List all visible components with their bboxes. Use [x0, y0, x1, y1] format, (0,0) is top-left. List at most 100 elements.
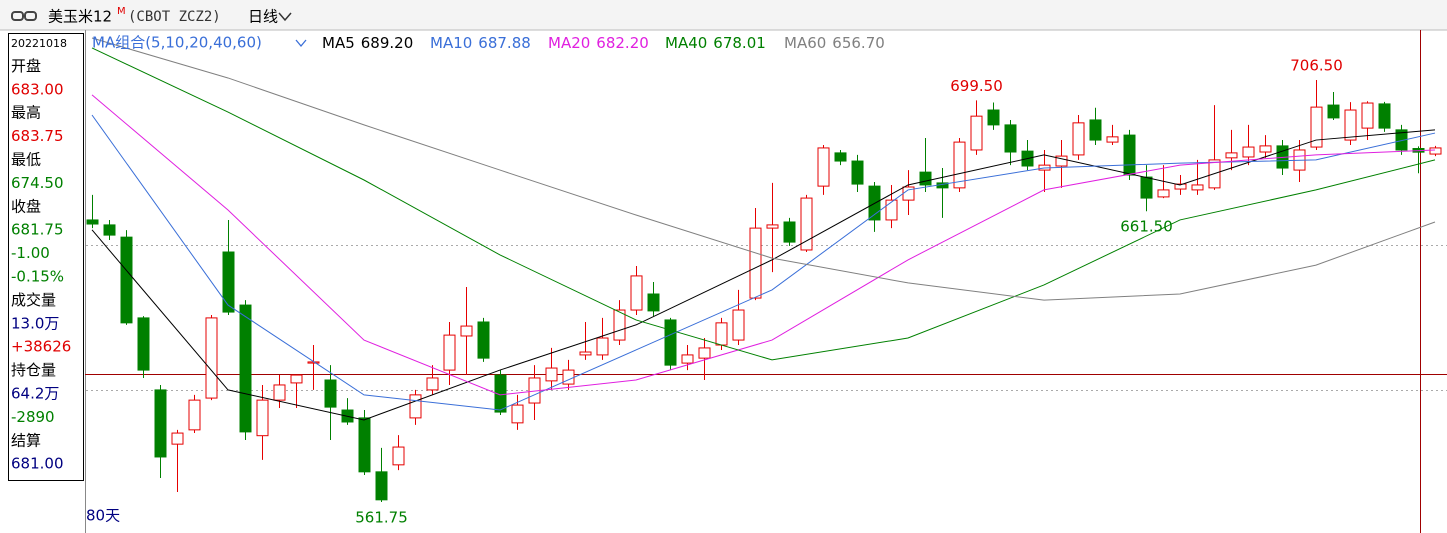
candle-body	[1327, 104, 1340, 119]
ma-line	[91, 94, 1436, 396]
info-item: 64.2万	[11, 385, 59, 403]
period-dropdown[interactable]	[278, 12, 292, 22]
candle-body	[426, 377, 439, 391]
candle-body	[205, 317, 218, 399]
info-item: 683.75	[11, 127, 64, 145]
candle-body	[1174, 183, 1187, 190]
candle-body	[86, 219, 99, 225]
title-superscript: M	[117, 6, 126, 17]
candle-body	[953, 141, 966, 189]
candle-body	[698, 347, 711, 359]
candle-body	[443, 334, 456, 371]
candle-body	[1361, 102, 1374, 129]
legend-entry: MA20 682.20	[548, 34, 649, 52]
candle-body	[630, 275, 643, 311]
candle-body	[1310, 106, 1323, 148]
candle-body	[579, 351, 592, 356]
candle-body	[409, 394, 422, 419]
candle-body	[1055, 155, 1068, 167]
extreme-label: 699.50	[950, 77, 1003, 95]
info-item: 681.75	[11, 221, 64, 239]
candle-body	[834, 152, 847, 162]
link-icon	[11, 11, 37, 21]
candle-body	[783, 221, 796, 243]
candle-body	[1106, 136, 1119, 143]
candle-body	[1072, 122, 1085, 156]
candle-body	[511, 404, 524, 424]
legend-value: 682.20	[596, 34, 649, 52]
info-item: 收盘	[11, 197, 41, 215]
ma-dropdown[interactable]	[295, 39, 307, 48]
candle-body	[375, 471, 388, 501]
candle-body	[664, 319, 677, 366]
info-item: -2890	[11, 408, 55, 426]
candle-body	[1004, 124, 1017, 153]
candle-body	[800, 197, 813, 251]
ma-line	[91, 47, 1436, 361]
legend-value: 689.20	[361, 34, 414, 52]
candle-body	[103, 224, 116, 236]
legend-entry: MA10 687.88	[430, 34, 531, 52]
candle-body	[477, 321, 490, 359]
candle-body	[987, 109, 1000, 126]
candle-body	[392, 446, 405, 466]
candle-body	[290, 374, 303, 384]
title: 美玉米12	[48, 8, 112, 26]
legend-entry: MA5 689.20	[322, 34, 413, 52]
info-item: 最低	[11, 151, 41, 169]
legend-value: 678.01	[713, 34, 766, 52]
candle-body	[766, 224, 779, 229]
contract-code: (CBOT ZCZ2)	[128, 9, 221, 25]
period[interactable]: 日线	[248, 8, 278, 26]
info-item: 结算	[11, 431, 41, 449]
info-item: 持仓量	[11, 361, 56, 379]
extreme-label: 561.75	[355, 509, 408, 527]
toolbar	[0, 0, 1447, 30]
legend-name: MA10	[430, 34, 472, 52]
candle-body	[1395, 129, 1408, 151]
ma-line	[91, 37, 1436, 301]
ma-group-label[interactable]: MA组合(5,10,20,40,60)	[92, 34, 262, 52]
candle-body	[222, 251, 235, 313]
legend-name: MA40	[665, 34, 707, 52]
info-item: 681.00	[11, 455, 64, 473]
candle-body	[460, 325, 473, 337]
candle-body	[1429, 147, 1442, 155]
candle-body	[817, 147, 830, 187]
candle-body	[732, 309, 745, 341]
candle-body	[919, 171, 932, 186]
candle-body	[1123, 134, 1136, 176]
legend-value: 687.88	[478, 34, 531, 52]
candle-body	[256, 399, 269, 437]
info-panel	[8, 33, 84, 481]
info-item: 20221018	[11, 37, 67, 50]
candle-body	[1378, 103, 1391, 129]
candle-body	[494, 374, 507, 413]
legend-name: MA5	[322, 34, 355, 52]
candle-body	[885, 199, 898, 221]
candle-body	[1259, 145, 1272, 153]
candle-body	[851, 160, 864, 185]
info-item: -1.00	[11, 244, 50, 262]
info-item: +38626	[11, 338, 71, 356]
candle-body	[1344, 109, 1357, 141]
candle-body	[681, 354, 694, 364]
legend-entry: MA40 678.01	[665, 34, 766, 52]
info-item: 成交量	[11, 291, 56, 309]
legend-name: MA20	[548, 34, 590, 52]
info-item: 13.0万	[11, 314, 59, 332]
candle-body	[358, 417, 371, 473]
legend-name: MA60	[784, 34, 826, 52]
candle-body	[1157, 189, 1170, 198]
info-item: 674.50	[11, 174, 64, 192]
info-item: 最高	[11, 104, 41, 122]
info-item: 开盘	[11, 57, 41, 75]
candle-body	[239, 304, 252, 433]
info-item: -0.15%	[11, 268, 64, 286]
candle-body	[613, 309, 626, 341]
extreme-label: 661.50	[1120, 218, 1173, 236]
candle-body	[545, 367, 558, 382]
extreme-label: 706.50	[1290, 57, 1343, 75]
